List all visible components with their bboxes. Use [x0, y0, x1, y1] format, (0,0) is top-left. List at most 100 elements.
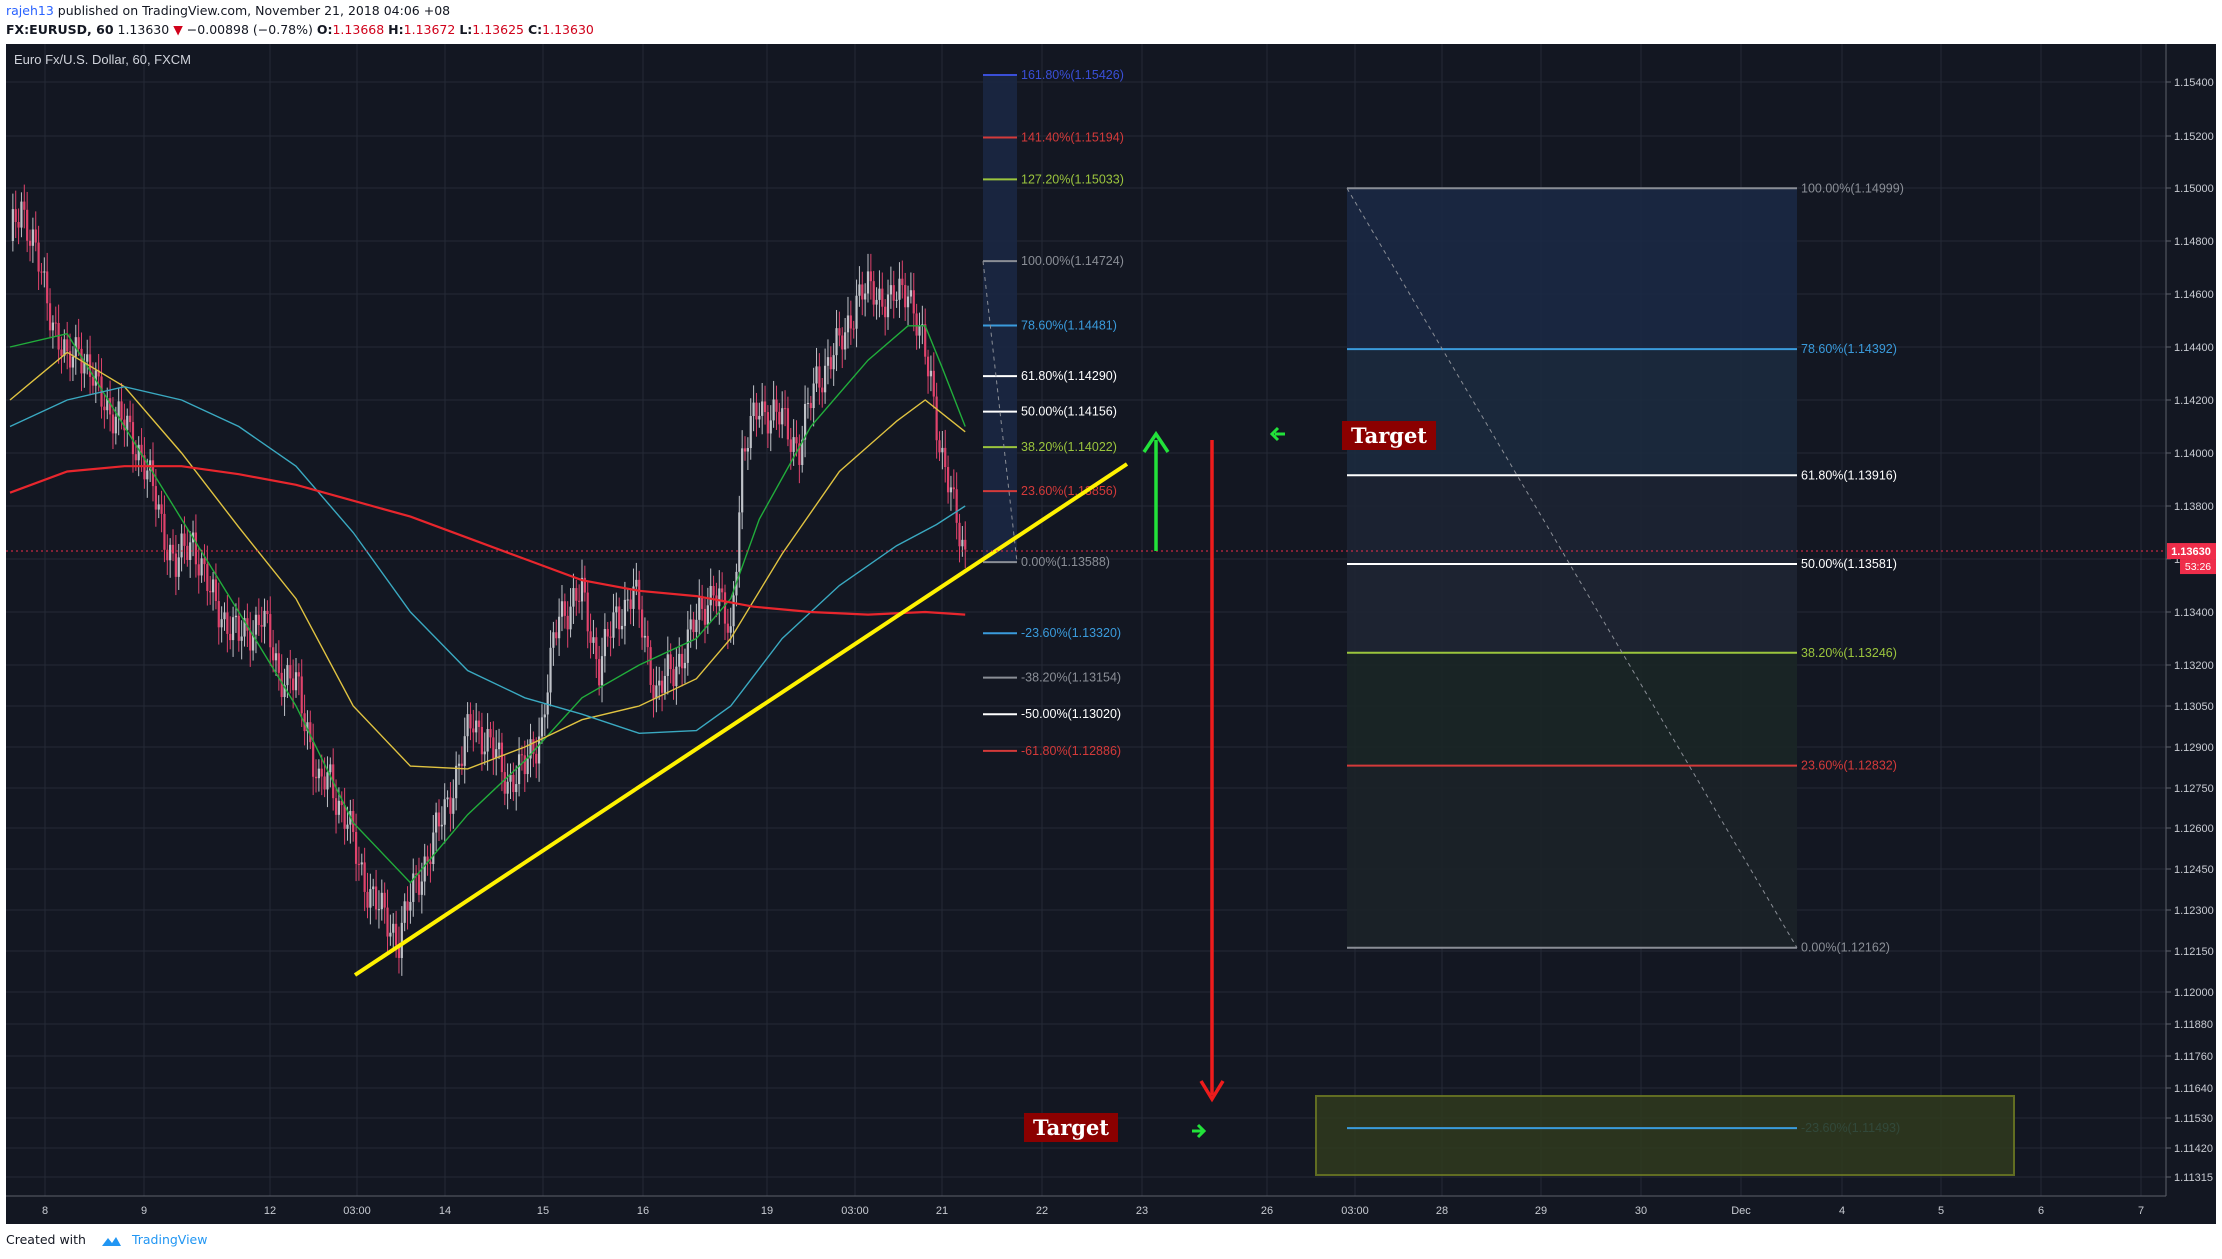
candle-body	[580, 577, 584, 602]
candle-body	[866, 271, 870, 294]
candle-body	[17, 222, 20, 228]
candle-body	[217, 601, 220, 628]
candle-body	[372, 886, 375, 890]
tradingview-brand[interactable]: TradingView	[131, 1232, 208, 1247]
candle-body	[180, 533, 183, 558]
candle-body	[889, 285, 892, 295]
candle-body	[354, 831, 358, 864]
candle-body	[526, 758, 529, 775]
target-label-box	[1024, 1113, 1118, 1142]
price-tick-label: 1.11530	[2174, 1113, 2213, 1125]
symbol-label: FX:EURUSD, 60	[6, 22, 114, 37]
fib-zone-band	[1347, 188, 1797, 350]
target-label: Target	[1351, 423, 1427, 448]
candle-body	[429, 861, 432, 865]
candle-body	[409, 901, 412, 911]
candle-body	[400, 922, 403, 958]
candle-body	[366, 891, 369, 908]
candle-body	[377, 909, 381, 911]
candle-body	[560, 601, 564, 617]
fib-level-label: 100.00%(1.14999)	[1801, 181, 1904, 195]
candle-body	[689, 619, 692, 630]
candle-body	[575, 588, 578, 601]
time-tick-label: 14	[439, 1205, 451, 1217]
candle-body	[666, 654, 669, 676]
candle-body	[380, 892, 383, 910]
fib-level-label: 100.00%(1.14724)	[1021, 254, 1124, 268]
candle-body	[189, 542, 192, 560]
candle-body	[492, 737, 495, 759]
candle-body	[374, 886, 378, 910]
price-tick-label: 1.11640	[2174, 1083, 2213, 1095]
price-tick-label: 1.14000	[2174, 448, 2214, 460]
price-tick-label: 1.14400	[2174, 342, 2214, 354]
price-chart[interactable]: 161.80%(1.15426) 141.40%(1.15194) 127.20%(…	[0, 0, 2222, 1225]
candle-body	[649, 647, 652, 685]
candle-body	[386, 907, 389, 937]
candle-body	[775, 399, 778, 412]
candle-body	[363, 862, 366, 892]
candle-body	[71, 356, 75, 368]
fib-zone-band	[1347, 765, 1797, 948]
candle-body	[540, 717, 544, 737]
ema-line	[9, 385, 966, 735]
candle-body	[772, 399, 775, 421]
candle-body	[615, 606, 618, 613]
candle-body	[618, 606, 621, 630]
candle-body	[755, 402, 758, 420]
candle-body	[732, 595, 735, 627]
candle-body	[292, 678, 295, 691]
green-pointer-left-icon	[1269, 426, 1285, 442]
candle-body	[360, 862, 363, 865]
candle-body	[681, 653, 684, 669]
candle-body	[266, 610, 269, 615]
candle-body	[166, 549, 169, 561]
candle-body	[869, 271, 872, 282]
candle-body	[635, 579, 638, 587]
candle-body	[938, 440, 941, 453]
time-tick-label: 12	[264, 1205, 276, 1217]
candle-body	[892, 285, 895, 301]
candle-body	[929, 370, 933, 377]
price-tick-label: 1.11420	[2174, 1143, 2213, 1155]
candle-body	[763, 401, 767, 413]
fib-level-label: 127.20%(1.15033)	[1021, 172, 1124, 186]
close-label: C:	[527, 22, 543, 37]
candle-body	[864, 293, 867, 300]
candle-body	[497, 742, 501, 750]
candle-body	[31, 229, 34, 246]
candle-body	[632, 586, 635, 609]
footer: Created with TradingView	[6, 1232, 207, 1248]
candle-body	[226, 612, 229, 634]
time-tick-label: 9	[141, 1205, 147, 1217]
candle-body	[320, 768, 323, 777]
candle-body	[403, 901, 406, 923]
candle-body	[177, 557, 180, 577]
candle-body	[334, 798, 338, 815]
candle-body	[240, 636, 243, 641]
candle-body	[51, 322, 54, 331]
candle-body	[486, 729, 489, 752]
author-link[interactable]: rajeh13	[6, 3, 54, 18]
created-with-text: Created with	[6, 1232, 86, 1247]
support-trendline	[353, 462, 1129, 977]
candle-body	[838, 328, 841, 336]
candle-body	[703, 608, 707, 625]
candle-body	[915, 313, 918, 336]
time-tick-label: 4	[1839, 1205, 1845, 1217]
candle-body	[603, 629, 606, 657]
candle-body	[881, 288, 884, 307]
candle-body	[578, 600, 581, 602]
candle-body	[841, 335, 844, 350]
candle-body	[829, 357, 832, 370]
time-tick-label: Dec	[1731, 1205, 1751, 1217]
candle-body	[846, 315, 850, 333]
candle-body	[23, 201, 26, 210]
candle-body	[500, 742, 504, 773]
candle-body	[397, 945, 401, 958]
price-axis-panel	[2166, 44, 2216, 1196]
candle-body	[146, 470, 149, 480]
candle-body	[515, 784, 518, 793]
candle-body	[803, 403, 807, 440]
ema-line	[9, 465, 966, 616]
